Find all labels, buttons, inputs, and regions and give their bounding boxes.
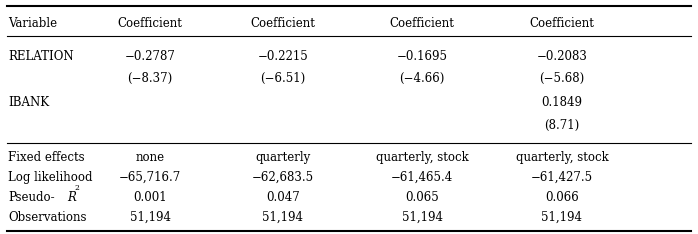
Text: R: R: [67, 190, 76, 204]
Text: RELATION: RELATION: [8, 50, 74, 63]
Text: 51,194: 51,194: [402, 211, 443, 224]
Text: 2: 2: [75, 184, 80, 192]
Text: 0.1849: 0.1849: [542, 96, 582, 110]
Text: 51,194: 51,194: [542, 211, 582, 224]
Text: −61,427.5: −61,427.5: [530, 171, 593, 184]
Text: Coefficient: Coefficient: [118, 17, 182, 30]
Text: −0.2083: −0.2083: [537, 50, 587, 63]
Text: −65,716.7: −65,716.7: [119, 171, 181, 184]
Text: quarterly, stock: quarterly, stock: [516, 151, 608, 164]
Text: −62,683.5: −62,683.5: [251, 171, 314, 184]
Text: Fixed effects: Fixed effects: [8, 151, 85, 164]
Text: Coefficient: Coefficient: [390, 17, 454, 30]
Text: −61,465.4: −61,465.4: [391, 171, 454, 184]
Text: 51,194: 51,194: [262, 211, 303, 224]
Text: Coefficient: Coefficient: [530, 17, 594, 30]
Text: 0.065: 0.065: [406, 190, 439, 204]
Text: IBANK: IBANK: [8, 96, 50, 110]
Text: Observations: Observations: [8, 211, 87, 224]
Text: −0.1695: −0.1695: [396, 50, 448, 63]
Text: −0.2787: −0.2787: [125, 50, 175, 63]
Text: Variable: Variable: [8, 17, 57, 30]
Text: 0.001: 0.001: [133, 190, 167, 204]
Text: (−5.68): (−5.68): [540, 72, 584, 85]
Text: Pseudo-: Pseudo-: [8, 190, 55, 204]
Text: (−8.37): (−8.37): [128, 72, 172, 85]
Text: (−4.66): (−4.66): [399, 72, 445, 85]
Text: (8.71): (8.71): [544, 119, 579, 132]
Text: quarterly, stock: quarterly, stock: [376, 151, 468, 164]
Text: 51,194: 51,194: [130, 211, 170, 224]
Text: 0.066: 0.066: [545, 190, 579, 204]
Text: −0.2215: −0.2215: [258, 50, 308, 63]
Text: Log likelihood: Log likelihood: [8, 171, 93, 184]
Text: Coefficient: Coefficient: [251, 17, 315, 30]
Text: none: none: [135, 151, 165, 164]
Text: quarterly: quarterly: [255, 151, 311, 164]
Text: (−6.51): (−6.51): [260, 72, 305, 85]
Text: 0.047: 0.047: [266, 190, 299, 204]
